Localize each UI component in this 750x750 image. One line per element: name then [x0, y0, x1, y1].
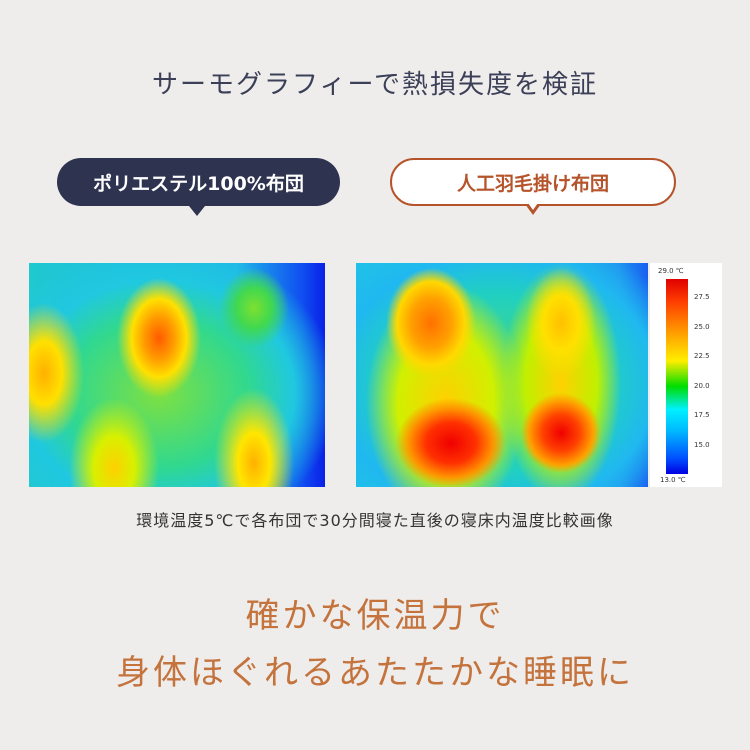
artificial-down-label: 人工羽毛掛け布団	[390, 158, 676, 206]
legend-tick: 22.5	[694, 352, 710, 360]
legend-min: 13.0 ℃	[660, 476, 686, 484]
legend-tick: 20.0	[694, 382, 710, 390]
page-title: サーモグラフィーで熱損失度を検証	[152, 70, 598, 100]
bubble-tail	[189, 206, 205, 216]
legend-max: 29.0 ℃	[658, 267, 684, 275]
legend-tick: 25.0	[694, 323, 710, 331]
legend-tick: 15.0	[694, 441, 710, 449]
thermal-image-artificial-down	[356, 263, 648, 487]
thermal-image-polyester	[29, 263, 325, 487]
bubble-tail-inner	[528, 203, 538, 210]
caption: 環境温度5℃で各布団で30分間寝た直後の寝床内温度比較画像	[136, 511, 614, 530]
color-scale-bar	[666, 279, 688, 474]
polyester-label: ポリエステル100%布団	[57, 158, 340, 206]
legend-tick: 17.5	[694, 411, 710, 419]
legend-tick: 27.5	[694, 293, 710, 301]
temperature-legend: 29.0 ℃ 27.5 25.0 22.5 20.0 17.5 15.0 13.…	[650, 263, 722, 487]
headline-line-2: 身体ほぐれるあたたかな睡眠に	[116, 653, 634, 693]
headline-line-1: 確かな保温力で	[245, 596, 505, 636]
